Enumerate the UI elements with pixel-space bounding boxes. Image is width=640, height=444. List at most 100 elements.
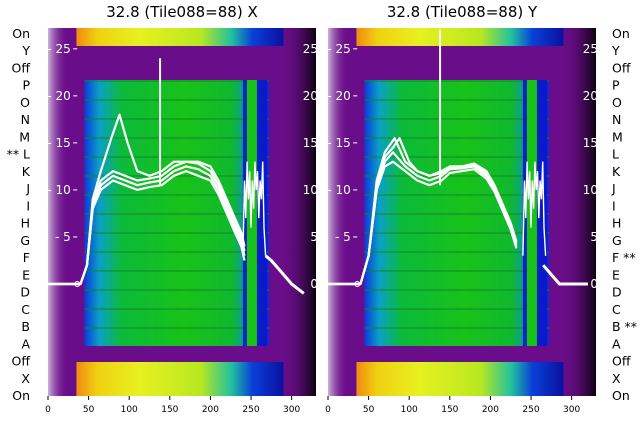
- x-tick-label: 100: [121, 405, 138, 415]
- y-tick-label: - 20: [47, 89, 70, 103]
- row-label: M: [19, 129, 30, 144]
- series-line: [48, 170, 246, 286]
- row-label: I: [612, 198, 616, 213]
- row-label: On: [612, 26, 630, 41]
- row-label: On: [12, 388, 30, 403]
- x-tick-label: 250: [242, 405, 259, 415]
- x-tick-label: 150: [441, 405, 458, 415]
- y-tick-label: - 5: [335, 230, 351, 244]
- y-tick-label-right: 10: [303, 183, 318, 197]
- row-label: A: [612, 336, 621, 351]
- x-tick-label: 200: [482, 405, 499, 415]
- heatmap-stripe: [364, 251, 549, 253]
- y-tick-label-right: 15: [583, 136, 598, 150]
- row-label: C: [21, 302, 30, 317]
- heatmap-edge-fade: [279, 28, 316, 396]
- x-tick-label: 250: [522, 405, 539, 415]
- row-label: On: [12, 26, 30, 41]
- row-label: F **: [612, 250, 636, 265]
- y-tick-label-right: 20: [303, 89, 318, 103]
- x-tick-label: 0: [45, 405, 51, 415]
- y-tick-label-right: 10: [583, 183, 598, 197]
- row-label: Y: [611, 43, 620, 58]
- heatmap-stripe: [84, 80, 269, 82]
- x-tick-label: 200: [202, 405, 219, 415]
- row-label: On: [612, 388, 630, 403]
- heatmap-stripe: [84, 308, 269, 310]
- row-label: H: [612, 216, 621, 231]
- x-tick-label: 50: [363, 405, 375, 415]
- heatmap-stripe: [84, 270, 269, 272]
- heatmap-stripe: [364, 270, 549, 272]
- row-label: J: [25, 181, 30, 196]
- y-tick-label: - 20: [327, 89, 350, 103]
- heatmap-stripe: [84, 194, 269, 196]
- y-tick-label: - 25: [327, 42, 350, 56]
- heatmap-top-band: [76, 28, 284, 46]
- x-tick-label: 300: [563, 405, 580, 415]
- series-line: [48, 113, 246, 286]
- y-tick-label: - 25: [47, 42, 70, 56]
- heatmap-stripe: [364, 80, 549, 82]
- heatmap-stripe: [84, 175, 269, 177]
- row-label: M: [612, 129, 623, 144]
- heatmap-stripe: [364, 289, 549, 291]
- y-tick-label: - 10: [47, 183, 70, 197]
- row-label: O: [20, 95, 30, 110]
- heatmap-stripe: [364, 175, 549, 177]
- row-label: P: [612, 78, 620, 93]
- heatmap-stripe: [84, 251, 269, 253]
- row-label: N: [21, 112, 30, 127]
- x-tick-label: 100: [401, 405, 418, 415]
- row-label: O: [612, 95, 622, 110]
- x-tick-label: 150: [161, 405, 178, 415]
- row-label: C: [612, 302, 621, 317]
- heatmap-stripe: [364, 308, 549, 310]
- row-label: K: [22, 164, 31, 179]
- y-tick-label-right: 25: [583, 42, 598, 56]
- heatmap-stripe: [84, 232, 269, 234]
- row-label: J: [611, 181, 616, 196]
- row-label: A: [21, 336, 30, 351]
- row-label: Off: [12, 60, 31, 75]
- row-label: B **: [612, 319, 637, 334]
- y-tick-label-right: 20: [583, 89, 598, 103]
- row-label: ** L: [7, 147, 30, 162]
- row-label: G: [20, 233, 30, 248]
- y-tick-label: - 15: [327, 136, 350, 150]
- row-label: E: [22, 267, 30, 282]
- heatmap-bottom-band: [76, 362, 284, 396]
- y-tick-label-right: 25: [303, 42, 318, 56]
- row-label: I: [26, 198, 30, 213]
- row-label: D: [20, 285, 30, 300]
- y-tick-label-right: 15: [303, 136, 318, 150]
- heatmap-edge-fade: [559, 28, 596, 396]
- heatmap-top-band: [356, 28, 564, 46]
- heatmap-stripe: [364, 232, 549, 234]
- heatmap-stripe: [84, 156, 269, 158]
- heatmap-stripe: [84, 289, 269, 291]
- heatmap-bottom-band: [356, 362, 564, 396]
- x-tick-label: 300: [283, 405, 300, 415]
- row-label: B: [21, 319, 30, 334]
- heatmap-stripe: [364, 194, 549, 196]
- heatmap-stripe: [84, 213, 269, 215]
- row-label: F: [23, 250, 30, 265]
- heatmap-stripe: [364, 156, 549, 158]
- series-line: [328, 137, 518, 286]
- heatmap-left-fade: [48, 28, 68, 396]
- heatmap-stripe: [364, 137, 549, 139]
- row-label: H: [21, 216, 30, 231]
- heatmap-stripe: [84, 137, 269, 139]
- x-tick-label: 50: [83, 405, 95, 415]
- row-label: E: [612, 267, 620, 282]
- x-tick-label: 0: [325, 405, 331, 415]
- row-label: L: [612, 147, 619, 162]
- row-label: N: [612, 112, 621, 127]
- y-tick-label-right: 0: [310, 277, 318, 291]
- row-label: G: [612, 233, 622, 248]
- series-tail: [264, 254, 305, 295]
- series-noise: [242, 161, 267, 256]
- row-label: Y: [21, 43, 30, 58]
